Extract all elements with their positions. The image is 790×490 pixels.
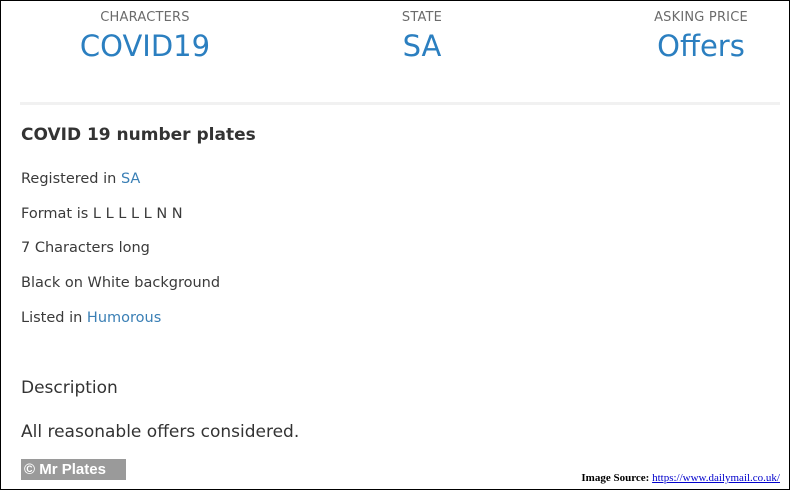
plate-title: COVID 19 number plates: [21, 125, 256, 145]
stat-characters: CHARACTERS COVID19: [25, 10, 265, 63]
source-label: Image Source:: [581, 472, 650, 484]
stat-value: Offers: [657, 29, 745, 63]
stat-asking-price: ASKING PRICE Offers: [581, 10, 790, 63]
length-line: 7 Characters long: [21, 240, 150, 256]
category-link[interactable]: Humorous: [86, 310, 162, 326]
source-link[interactable]: https://www.dailymail.co.uk/: [652, 472, 780, 484]
listed-label: Listed in: [21, 310, 87, 326]
image-source: Image Source: https://www.dailymail.co.u…: [581, 472, 780, 484]
stat-label: ASKING PRICE: [654, 10, 748, 25]
registered-label: Registered in: [21, 171, 121, 187]
description-text: All reasonable offers considered.: [21, 422, 300, 442]
description-heading: Description: [21, 378, 118, 398]
stat-label: CHARACTERS: [100, 10, 190, 25]
divider: [20, 102, 780, 105]
stat-state: STATE SA: [302, 10, 542, 63]
format-line: Format is L L L L L N N: [21, 206, 183, 222]
listed-line: Listed in Humorous: [21, 310, 161, 326]
watermark: © Mr Plates: [21, 459, 126, 480]
registered-line: Registered in SA: [21, 171, 140, 187]
colors-line: Black on White background: [21, 275, 221, 291]
state-link[interactable]: SA: [120, 171, 141, 187]
stat-label: STATE: [401, 10, 443, 25]
stat-value: SA: [402, 29, 442, 63]
stat-value: COVID19: [79, 29, 211, 63]
